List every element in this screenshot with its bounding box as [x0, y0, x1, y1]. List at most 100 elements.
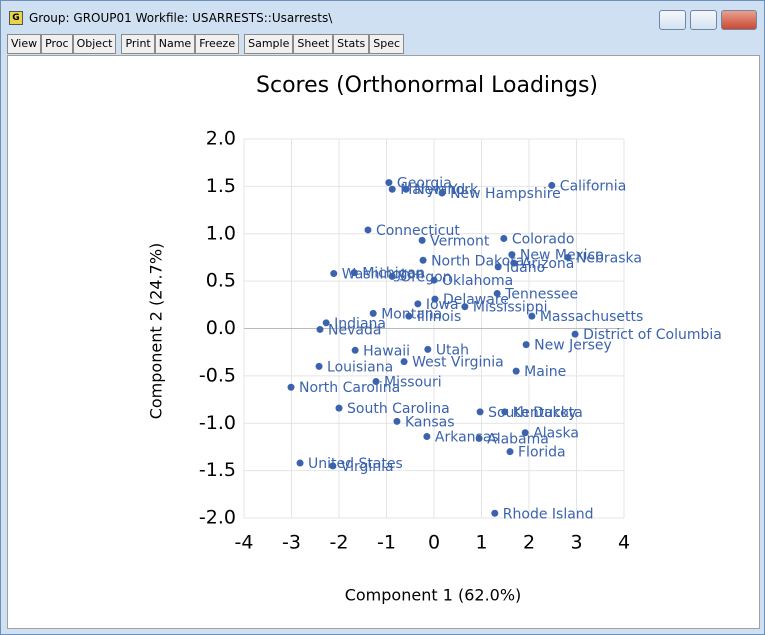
- toolbar-button[interactable]: Print: [121, 34, 155, 54]
- point-label: Nevada: [328, 322, 381, 338]
- point: [438, 189, 446, 197]
- point-label: Mississippi: [473, 300, 548, 316]
- point-label: Kansas: [405, 414, 455, 430]
- chart: Scores (Orthonormal Loadings) -4 -3 -2 -1 0 1 2…: [147, 73, 722, 605]
- point: [522, 341, 530, 349]
- y-tick-label: 1.0: [206, 222, 236, 244]
- y-tick-label: -0.5: [199, 364, 236, 386]
- point-label: West Virginia: [412, 355, 504, 371]
- point: [571, 330, 579, 338]
- point: [508, 251, 516, 259]
- point-label: Nebraska: [576, 250, 642, 266]
- point-label: California: [560, 178, 626, 194]
- point-label: Virginia: [341, 459, 394, 475]
- toolbar: View Proc Object Print Name Freeze Sample Sheet…: [7, 34, 405, 54]
- toolbar-button[interactable]: Proc: [41, 34, 73, 54]
- y-tick-label: 1.5: [206, 175, 236, 197]
- y-axis-label: Component 2 (24.7%): [147, 243, 166, 420]
- toolbar-button[interactable]: Stats: [333, 34, 370, 54]
- point-label: New York: [414, 182, 479, 198]
- point: [329, 462, 337, 470]
- point-label: District of Columbia: [583, 327, 722, 343]
- point: [506, 448, 514, 456]
- point-label: Vermont: [430, 233, 490, 249]
- x-tick-label: -2: [330, 532, 349, 554]
- point: [430, 276, 438, 284]
- toolbar-button[interactable]: Name: [154, 34, 196, 54]
- point: [287, 383, 295, 391]
- point: [335, 404, 343, 412]
- point-label: Oregon: [400, 269, 451, 285]
- point: [364, 226, 372, 234]
- point: [330, 270, 338, 278]
- point-label: Iowa: [426, 297, 459, 313]
- point: [405, 312, 413, 320]
- y-tick-label: 0.5: [206, 270, 236, 292]
- toolbar-button[interactable]: Spec: [369, 34, 405, 54]
- point: [418, 236, 426, 244]
- x-tick-label: 1: [475, 532, 487, 554]
- point-label: Oklahoma: [442, 273, 513, 289]
- x-tick-label: 0: [428, 532, 440, 554]
- chart-title: Scores (Orthonormal Loadings): [256, 73, 598, 98]
- point-label: Connecticut: [376, 223, 460, 239]
- point: [493, 289, 501, 297]
- point: [510, 259, 518, 267]
- point-label: Washington: [342, 267, 424, 283]
- point: [512, 367, 520, 375]
- point: [521, 429, 529, 437]
- minimize-button[interactable]: [659, 10, 686, 30]
- x-tick-label: -4: [235, 532, 254, 554]
- point: [400, 358, 408, 366]
- x-axis-label: Component 1 (62.0%): [345, 586, 522, 605]
- close-button[interactable]: [721, 10, 757, 30]
- window-title: Group: GROUP01 Workfile: USARRESTS::Usar…: [29, 11, 333, 25]
- point-label: New Mexico: [520, 248, 604, 264]
- toolbar-button[interactable]: Sample: [244, 34, 294, 54]
- point-label: Maine: [524, 364, 566, 380]
- point: [351, 346, 359, 354]
- y-tick-label: 2.0: [206, 128, 236, 150]
- y-tick-label: 0.0: [206, 317, 236, 339]
- point: [322, 319, 330, 327]
- point-label: Missouri: [384, 375, 442, 391]
- point-label: Maryland: [400, 182, 465, 198]
- point-label: Alaska: [533, 426, 579, 442]
- point: [548, 181, 556, 189]
- point: [316, 325, 324, 333]
- point-label: Indiana: [334, 316, 386, 332]
- point-label: Massachusetts: [540, 309, 643, 325]
- toolbar-button[interactable]: Sheet: [293, 34, 334, 54]
- point-label: Delaware: [443, 292, 509, 308]
- toolbar-button[interactable]: View: [7, 34, 42, 54]
- point: [350, 269, 358, 277]
- x-tick-label: -3: [282, 532, 301, 554]
- point: [461, 303, 469, 311]
- point-label: Illinois: [417, 309, 461, 325]
- toolbar-button[interactable]: Object: [72, 34, 117, 54]
- y-tick-label: -1.0: [199, 412, 236, 434]
- point-label: Colorado: [512, 231, 575, 247]
- point: [476, 408, 484, 416]
- point-label: South Dakota: [488, 405, 583, 421]
- point-label: Florida: [518, 445, 566, 461]
- point: [423, 433, 431, 441]
- x-tick-label: 2: [523, 532, 535, 554]
- maximize-button[interactable]: [690, 10, 717, 30]
- point: [491, 509, 499, 517]
- point: [419, 256, 427, 264]
- title-bar: G Group: GROUP01 Workfile: USARRESTS::Us…: [1, 1, 764, 31]
- point-label: Tennessee: [504, 286, 578, 302]
- point-label: Alabama: [487, 431, 549, 447]
- point: [424, 345, 432, 353]
- point: [388, 272, 396, 280]
- toolbar-button[interactable]: Freeze: [195, 34, 240, 54]
- x-tick-label: 4: [618, 532, 630, 554]
- point-label: New Jersey: [534, 338, 612, 354]
- point-label: South Carolina: [347, 401, 450, 417]
- point: [414, 300, 422, 308]
- x-tick-label: 3: [570, 532, 582, 554]
- point-label: Arkansas: [435, 430, 499, 446]
- point: [494, 263, 502, 271]
- point-label: Louisiana: [327, 359, 393, 375]
